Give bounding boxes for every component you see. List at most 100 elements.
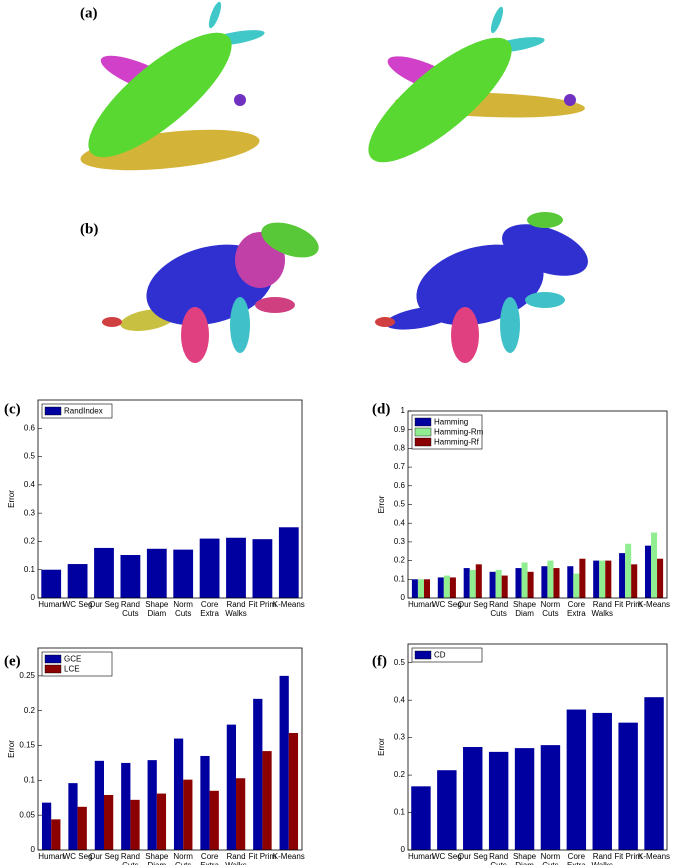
x-tick-label: Fit Prim — [248, 600, 277, 609]
bar — [644, 545, 652, 598]
x-tick-label: Human — [38, 852, 65, 861]
y-axis-label: Error — [377, 495, 386, 513]
x-tick-label-box: K-Means — [638, 852, 671, 861]
bar — [567, 566, 574, 598]
x-tick-label: Rand Cuts — [489, 600, 509, 618]
panel-label: (c) — [4, 401, 21, 417]
y-tick-label: 0 — [401, 845, 406, 854]
dinosaur-left — [102, 222, 319, 363]
bar — [449, 577, 456, 598]
x-tick-label-box: Core Extra — [567, 852, 586, 865]
bar — [631, 564, 638, 598]
bar — [199, 538, 220, 598]
bar — [573, 573, 580, 598]
x-tick-label-box: Rand Cuts — [489, 600, 509, 618]
bar — [288, 732, 299, 850]
x-tick-label-box: Shape Diam — [512, 600, 537, 618]
y-tick-label: 0.1 — [24, 565, 36, 574]
x-tick-label: Rand Walks — [225, 852, 246, 865]
bar — [651, 532, 658, 598]
x-tick-label: Rand Cuts — [120, 600, 140, 618]
x-tick-label-box: Human — [408, 852, 434, 861]
bar — [423, 579, 431, 598]
x-tick-label-box: Rand Walks — [225, 852, 246, 865]
bar — [489, 571, 496, 598]
x-tick-label: WC Seg — [62, 852, 93, 861]
bar — [417, 579, 424, 598]
x-tick-label: Our Seg — [457, 852, 488, 861]
y-tick-label: 0.5 — [394, 658, 406, 667]
x-tick-label-box: Rand Cuts — [120, 852, 140, 865]
x-tick-label: Fit Prim — [614, 852, 642, 861]
bar — [121, 762, 131, 850]
x-tick-label: Core Extra — [200, 600, 219, 618]
x-tick-label-box: WC Seg — [62, 600, 93, 609]
bar — [279, 675, 289, 850]
y-axis-label: Error — [377, 738, 386, 756]
x-tick-label-box: Fit Prim — [614, 852, 642, 861]
x-tick-label: Norm Cuts — [173, 852, 193, 865]
x-tick-label-box: Human — [38, 852, 65, 861]
y-tick-label: 0.1 — [394, 808, 406, 817]
x-tick-label-box: Shape Diam — [145, 852, 168, 865]
y-tick-label: 0.6 — [24, 423, 36, 432]
x-tick-label: Shape Diam — [512, 600, 537, 618]
legend-swatch — [414, 437, 432, 447]
bar — [200, 755, 210, 850]
bar — [463, 568, 470, 598]
x-tick-label-box: K-Means — [273, 600, 305, 609]
x-tick-label: WC Seg — [62, 600, 93, 609]
y-tick-label: 0 — [31, 593, 36, 602]
y-tick-label: 0.1 — [24, 775, 36, 784]
bar — [278, 527, 299, 598]
x-tick-label-box: WC Seg — [62, 852, 93, 861]
y-tick-label: 0.6 — [394, 481, 406, 490]
y-tick-label: 0.25 — [19, 671, 35, 680]
x-tick-label: Shape Diam — [145, 600, 169, 618]
x-tick-label: Fit Prim — [614, 600, 642, 609]
legend-label: Hamming — [434, 418, 468, 427]
bar — [120, 555, 141, 598]
bar — [599, 560, 606, 598]
x-tick-label-box: Shape Diam — [145, 600, 169, 618]
x-tick-label: Core Extra — [567, 852, 586, 865]
x-tick-label: Human — [38, 600, 65, 609]
y-tick-label: 0.8 — [394, 444, 406, 453]
x-tick-label: Norm Cuts — [540, 852, 561, 865]
panel-label: (f) — [372, 653, 387, 669]
bar — [262, 751, 272, 850]
x-tick-label: K-Means — [638, 852, 671, 861]
bar — [488, 751, 509, 850]
bar — [514, 748, 535, 850]
bar — [579, 558, 586, 598]
x-tick-label-box: Our Seg — [457, 852, 488, 861]
bar — [553, 568, 560, 598]
y-tick-label: 0.3 — [394, 537, 406, 546]
legend-swatch — [44, 664, 62, 674]
x-tick-label-box: WC Seg — [432, 600, 462, 609]
x-tick-label: Our Seg — [89, 852, 119, 861]
legend-swatch — [44, 406, 62, 416]
bar — [540, 745, 561, 850]
bar — [41, 802, 52, 850]
x-tick-label: Norm Cuts — [540, 600, 561, 618]
x-tick-label: Our Seg — [457, 600, 488, 609]
y-tick-label: 0.9 — [394, 425, 406, 434]
bar — [443, 575, 450, 598]
y-tick-label: 0.1 — [394, 574, 406, 583]
x-tick-label-box: Rand Walks — [592, 600, 613, 618]
legend-label: CD — [434, 651, 446, 660]
y-tick-label: 0.4 — [24, 480, 36, 489]
x-tick-label: Rand Cuts — [489, 852, 509, 865]
x-tick-label: Norm Cuts — [173, 600, 193, 618]
bar — [94, 760, 104, 850]
x-tick-label: Rand Cuts — [120, 852, 140, 865]
panel-label: (e) — [4, 653, 21, 669]
bar — [411, 579, 418, 598]
x-tick-label: Fit Prim — [248, 852, 277, 861]
y-tick-label: 0.2 — [24, 706, 36, 715]
x-tick-label: Core Extra — [567, 600, 586, 618]
legend-swatch — [414, 417, 432, 427]
bar — [527, 571, 534, 598]
bar — [147, 760, 157, 850]
